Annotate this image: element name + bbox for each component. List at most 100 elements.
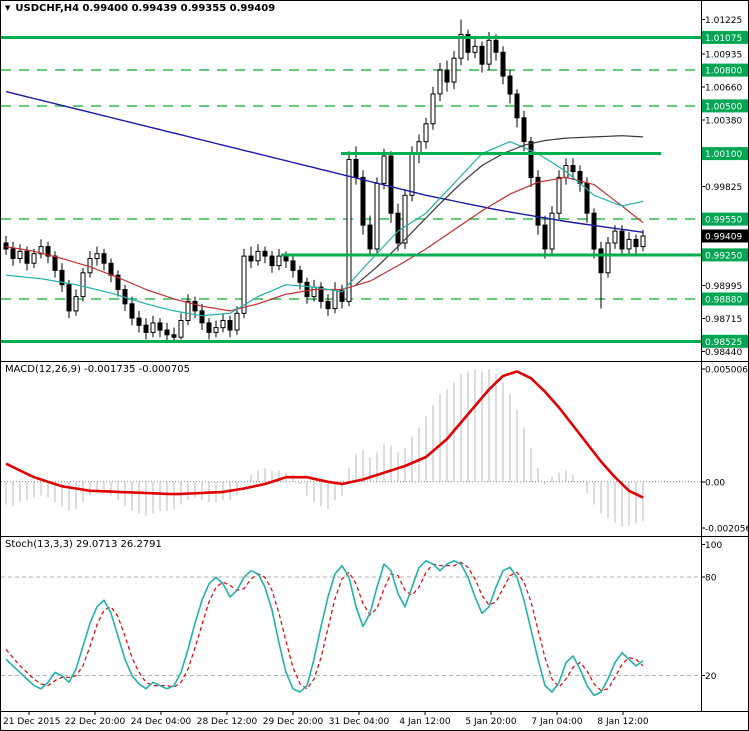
time-axis-label: 22 Dec 20:00 — [65, 717, 126, 727]
level-price-label-badge — [702, 30, 748, 44]
candle-body — [164, 329, 170, 336]
candle-body — [353, 159, 359, 178]
time-axis-label: 7 Jan 04:00 — [531, 717, 583, 727]
candle-body — [101, 253, 107, 264]
candle-body — [213, 327, 219, 333]
candle-body — [640, 235, 646, 248]
chart-title-text: USDCHF,H4 0.99400 0.99439 0.99355 0.9940… — [15, 3, 276, 14]
level-price-label-badge — [702, 63, 748, 77]
stoch-axis-label: 80 — [705, 574, 717, 584]
time-axis-label: 4 Jan 12:00 — [399, 717, 451, 727]
candle-body — [325, 300, 331, 310]
time-axis-label: 8 Jan 12:00 — [597, 717, 649, 727]
candle-body — [94, 253, 100, 259]
candle-body — [535, 176, 541, 226]
candle-body — [227, 320, 233, 331]
candle-body — [437, 69, 443, 95]
stoch-indicator-label: Stoch(13,3,3) 29.0713 26.2791 — [5, 539, 162, 550]
candle-body — [248, 255, 254, 262]
candle-body — [143, 324, 149, 333]
candle-body — [150, 322, 156, 333]
candle-body — [199, 310, 205, 324]
symbol-dropdown-icon[interactable]: ▼ — [5, 4, 11, 12]
candle-body — [269, 255, 275, 267]
candle-body — [59, 269, 65, 286]
candle-body — [52, 255, 58, 271]
price-axis-label: 1.01075 — [705, 34, 742, 44]
macd-signal-line — [5, 370, 644, 499]
price-axis-label: 0.99825 — [705, 183, 742, 193]
candle-body — [262, 250, 268, 257]
candle-body — [500, 51, 506, 77]
candle-body — [178, 320, 184, 338]
candle-body — [10, 248, 16, 259]
candle-body — [605, 242, 611, 274]
candle-body — [458, 33, 464, 59]
macd-indicator-label: MACD(12,26,9) -0.001735 -0.000705 — [5, 364, 190, 375]
candle-body — [528, 141, 534, 178]
stoch-panel — [1, 560, 701, 697]
candle-body — [451, 57, 457, 83]
price-axis-label: 1.00380 — [705, 117, 742, 127]
macd-axis-label: 0.00 — [705, 478, 725, 488]
candle-body — [381, 155, 387, 184]
time-axis[interactable]: 21 Dec 2015 22 Dec 20:00 24 Dec 04:00 28 De… — [3, 712, 649, 727]
candle-body — [73, 296, 79, 312]
price-axis-label: 0.98995 — [705, 282, 742, 292]
candle-body — [395, 212, 401, 244]
candle-body — [486, 39, 492, 65]
candle-body — [409, 153, 415, 196]
candle-body — [430, 93, 436, 125]
level-price-label-badge — [702, 248, 748, 262]
price-axis-label: 0.99250 — [705, 251, 742, 261]
price-axis[interactable]: 1.01225 1.01075 1.00935 1.00800 1.00660 1.005… — [701, 16, 749, 682]
candle-body — [108, 262, 114, 276]
candle-body — [444, 69, 450, 83]
candle-body — [234, 312, 240, 331]
candle-body — [465, 33, 471, 53]
level-price-label-badge — [702, 147, 748, 161]
price-axis-label: 1.00935 — [705, 51, 742, 61]
candle-body — [290, 260, 296, 271]
time-axis-label: 21 Dec 2015 — [3, 717, 61, 727]
candle-body — [31, 253, 37, 264]
candle-body — [367, 224, 373, 250]
candle-body — [38, 246, 44, 255]
candle-body — [507, 75, 513, 95]
main-price-panel — [1, 19, 701, 343]
candle-body — [332, 289, 338, 310]
time-axis-label: 28 Dec 12:00 — [197, 717, 258, 727]
candle-body — [17, 250, 23, 260]
candle-body — [570, 165, 576, 172]
candle-body — [129, 303, 135, 319]
candle-body — [80, 272, 86, 298]
candle-body — [171, 334, 177, 338]
candle-body — [206, 322, 212, 333]
ma-line-black — [355, 135, 644, 286]
macd-axis-label: 0.005006 — [705, 366, 748, 376]
level-price-label-badge — [702, 212, 748, 226]
price-axis-label: 1.00100 — [705, 150, 742, 160]
candle-body — [185, 300, 191, 321]
price-axis-label: 0.99409 — [705, 233, 742, 243]
candle-body — [87, 258, 93, 274]
candle-body — [612, 230, 618, 244]
stoch-axis-label: 20 — [705, 672, 717, 682]
candle-body — [297, 269, 303, 283]
stoch-main-line — [5, 560, 644, 697]
candle-body — [283, 255, 289, 262]
candle-body — [493, 39, 499, 53]
time-axis-label: 24 Dec 04:00 — [131, 717, 192, 727]
candle-body — [304, 281, 310, 298]
time-axis-label: 29 Dec 20:00 — [263, 717, 324, 727]
candle-body — [388, 155, 394, 214]
current-price-label-badge — [702, 229, 748, 243]
candle-body — [514, 93, 520, 119]
candle-body — [311, 286, 317, 298]
macd-axis-label: -0.002056 — [705, 525, 749, 535]
candle-body — [157, 322, 163, 331]
candle-body — [549, 212, 555, 250]
candle-body — [220, 320, 226, 329]
